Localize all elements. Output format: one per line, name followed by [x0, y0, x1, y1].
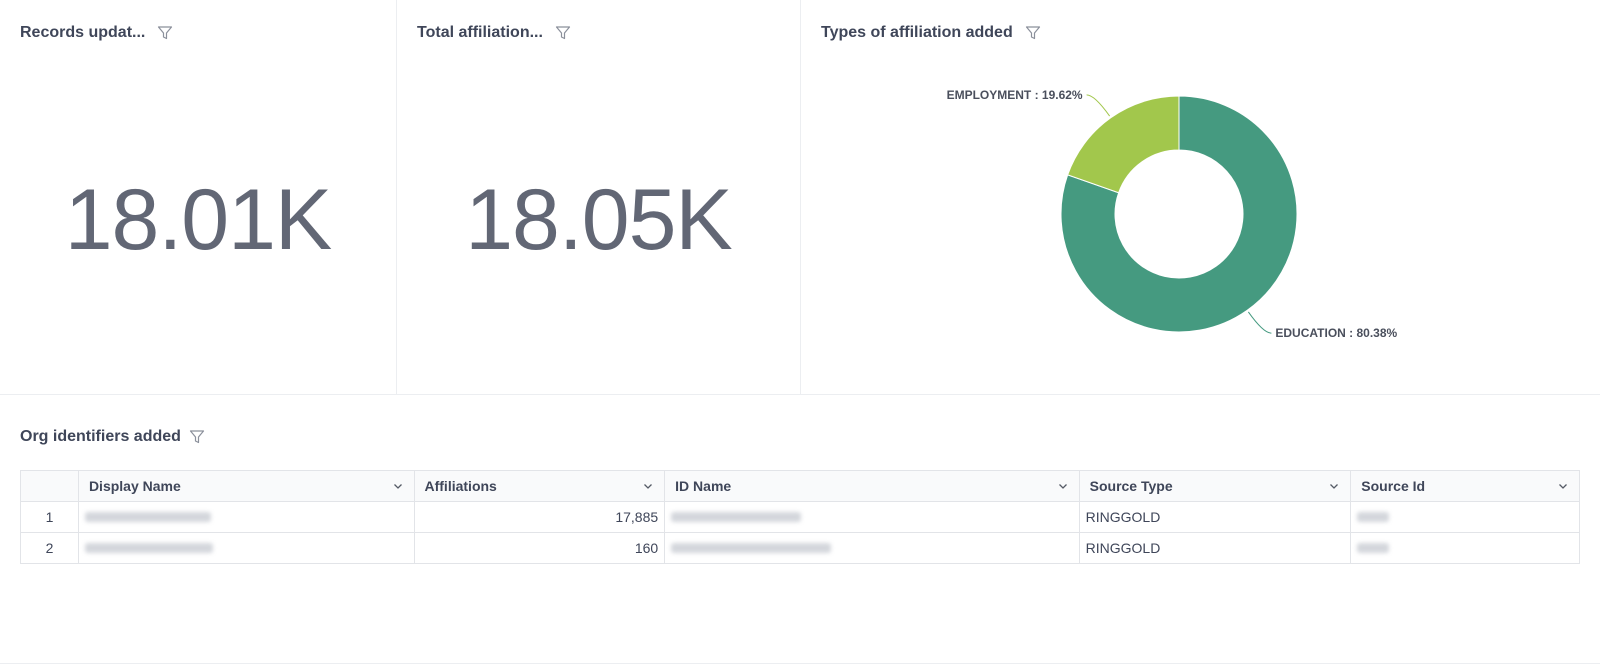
source-id-cell [1350, 502, 1579, 532]
display-name-cell [77, 502, 414, 532]
index-header [21, 471, 78, 501]
row-index: 1 [45, 509, 54, 525]
display-name-cell [77, 533, 414, 563]
filter-icon[interactable] [1025, 25, 1041, 41]
filter-icon[interactable] [189, 429, 205, 445]
org-identifiers-title: Org identifiers added [20, 428, 205, 446]
label-leader-line [1247, 311, 1272, 334]
affiliation-types-widget: Types of affiliation added EDUCATION : 8… [801, 0, 1600, 394]
page-bottom-border [0, 663, 1600, 664]
redacted-text [1357, 512, 1390, 522]
column-header-label: Display Name [88, 478, 181, 494]
total-affiliations-widget: Total affiliation... 18.05K [397, 0, 801, 394]
chevron-down-icon[interactable] [1057, 480, 1069, 492]
table-header-row: Display Name Affiliations ID Name Source… [21, 471, 1579, 501]
affiliation-types-title-text: Types of affiliation added [821, 24, 1013, 41]
source-id-cell [1350, 533, 1579, 563]
column-header-display-name[interactable]: Display Name [77, 471, 414, 501]
total-affiliations-value: 18.05K [465, 172, 733, 268]
records-updated-title-text: Records updat... [20, 24, 146, 41]
column-header-source-id[interactable]: Source Id [1350, 471, 1579, 501]
table-row[interactable]: 1 17,885 RINGGOLD [21, 501, 1579, 532]
total-affiliations-title-text: Total affiliation... [417, 24, 543, 41]
source-type-cell: RINGGOLD [1078, 502, 1351, 532]
affiliations-cell: 17,885 [413, 502, 665, 532]
redacted-text [671, 512, 802, 522]
chevron-down-icon[interactable] [1557, 480, 1569, 492]
total-affiliations-title: Total affiliation... [417, 24, 571, 42]
donut-slice-education[interactable] [1060, 95, 1298, 333]
id-name-cell [664, 502, 1078, 532]
redacted-text [1357, 543, 1390, 553]
table-row[interactable]: 2 160 RINGGOLD [21, 532, 1579, 563]
column-header-label: Affiliations [424, 478, 497, 494]
column-header-affiliations[interactable]: Affiliations [413, 471, 665, 501]
column-header-label: Source Id [1361, 478, 1426, 494]
donut-slice-employment[interactable] [1067, 95, 1180, 194]
column-header-id-name[interactable]: ID Name [664, 471, 1078, 501]
label-leader-line [1086, 94, 1111, 117]
affiliation-donut-chart: EDUCATION : 80.38% EMPLOYMENT : 19.62% [947, 88, 1398, 340]
redacted-text [84, 543, 213, 553]
records-updated-value: 18.01K [64, 172, 333, 268]
filter-icon[interactable] [157, 25, 173, 41]
redacted-text [671, 543, 832, 553]
column-header-source-type[interactable]: Source Type [1078, 471, 1351, 501]
source-type-cell: RINGGOLD [1078, 533, 1351, 563]
column-header-label: ID Name [675, 478, 732, 494]
affiliations-cell: 160 [413, 533, 665, 563]
section-divider [0, 394, 1600, 395]
org-identifiers-table: Display Name Affiliations ID Name Source… [20, 470, 1580, 564]
redacted-text [84, 512, 211, 522]
chevron-down-icon[interactable] [1328, 480, 1340, 492]
filter-icon[interactable] [555, 25, 571, 41]
affiliation-types-title: Types of affiliation added [821, 24, 1041, 42]
records-updated-title: Records updat... [20, 24, 173, 42]
column-header-label: Source Type [1089, 478, 1173, 494]
id-name-cell [664, 533, 1078, 563]
donut-label-education: EDUCATION : 80.38% [1275, 326, 1397, 340]
chevron-down-icon[interactable] [642, 480, 654, 492]
donut-label-employment: EMPLOYMENT : 19.62% [947, 88, 1083, 102]
chevron-down-icon[interactable] [392, 480, 404, 492]
org-identifiers-title-text: Org identifiers added [20, 428, 181, 445]
records-updated-widget: Records updat... 18.01K [0, 0, 397, 394]
row-index: 2 [45, 540, 54, 556]
